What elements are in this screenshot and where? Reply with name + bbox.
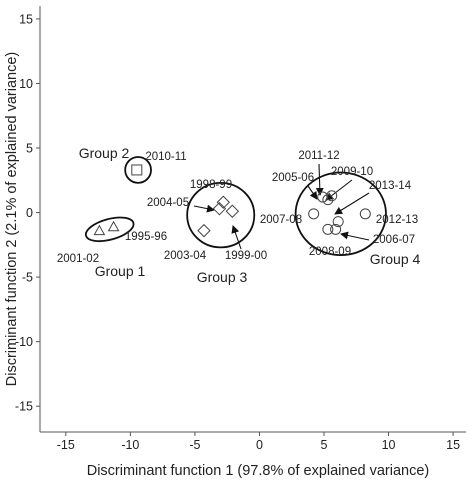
point-label: 2009-10 bbox=[331, 166, 373, 178]
group-label: Group 3 bbox=[197, 269, 248, 285]
annotation-arrow bbox=[231, 225, 242, 250]
y-tick-label: -10 bbox=[15, 335, 33, 349]
data-point-circle bbox=[308, 208, 320, 220]
data-point-circle bbox=[322, 223, 334, 235]
group-ellipse bbox=[124, 156, 152, 184]
y-tick-label: 15 bbox=[19, 12, 33, 26]
x-tick-label: 10 bbox=[382, 438, 396, 452]
point-label: 2007-08 bbox=[260, 214, 302, 226]
point-label: 1998-99 bbox=[190, 179, 232, 191]
group-label: Group 1 bbox=[95, 263, 146, 279]
annotation-arrow bbox=[325, 179, 353, 201]
data-point-circle bbox=[332, 216, 344, 228]
x-tick-label: 15 bbox=[446, 438, 460, 452]
point-label: 2001-02 bbox=[57, 253, 99, 265]
y-tick-label: -5 bbox=[22, 271, 33, 285]
group-label: Group 4 bbox=[370, 251, 421, 267]
data-point-diamond bbox=[225, 204, 240, 218]
data-point-circle bbox=[330, 223, 342, 235]
data-point-triangle bbox=[93, 224, 106, 236]
annotation-arrow bbox=[307, 185, 318, 200]
annotation-arrow bbox=[315, 163, 324, 196]
group-label: Group 2 bbox=[79, 145, 130, 161]
group-ellipse bbox=[294, 171, 387, 257]
data-point-circle bbox=[317, 191, 329, 203]
point-label: 1995-96 bbox=[125, 231, 167, 243]
data-point-square bbox=[131, 164, 143, 176]
x-tick-label: 5 bbox=[321, 438, 328, 452]
y-tick-label: 5 bbox=[26, 142, 33, 156]
point-label: 2011-12 bbox=[298, 150, 339, 162]
annotation-arrow bbox=[334, 192, 370, 215]
x-tick-label: -5 bbox=[189, 438, 200, 452]
point-label: 2010-11 bbox=[145, 151, 186, 163]
x-tick-label: 0 bbox=[256, 438, 263, 452]
data-point-circle bbox=[359, 208, 371, 220]
x-axis-title: Discriminant function 1 (97.8% of explai… bbox=[87, 463, 430, 479]
group-ellipse bbox=[186, 181, 256, 249]
y-tick-label: 10 bbox=[19, 77, 33, 91]
annotation-arrow bbox=[340, 231, 370, 241]
point-label: 2008-09 bbox=[309, 246, 351, 258]
y-tick-label: -15 bbox=[15, 400, 33, 414]
data-point-diamond bbox=[216, 195, 231, 209]
annotation-arrow bbox=[193, 204, 215, 213]
y-axis-title: Discriminant function 2 (2.1% of explain… bbox=[4, 52, 20, 386]
data-point-diamond bbox=[197, 223, 211, 238]
point-label: 2004-05 bbox=[147, 197, 189, 209]
group-ellipse bbox=[84, 216, 135, 243]
data-point-triangle bbox=[107, 220, 120, 232]
point-label: 2006-07 bbox=[373, 234, 415, 246]
y-tick-label: 0 bbox=[26, 206, 33, 220]
x-tick-label: -15 bbox=[57, 438, 75, 452]
x-tick-label: -10 bbox=[121, 438, 139, 452]
point-label: 2012-13 bbox=[376, 214, 418, 226]
data-point-diamond bbox=[212, 201, 227, 216]
data-point-circle bbox=[322, 194, 334, 206]
point-label: 2003-04 bbox=[164, 250, 207, 262]
point-label: 2013-14 bbox=[369, 180, 412, 192]
point-label: 2005-06 bbox=[272, 172, 314, 184]
data-point-circle bbox=[326, 190, 338, 202]
point-label: 1999-00 bbox=[225, 250, 267, 262]
